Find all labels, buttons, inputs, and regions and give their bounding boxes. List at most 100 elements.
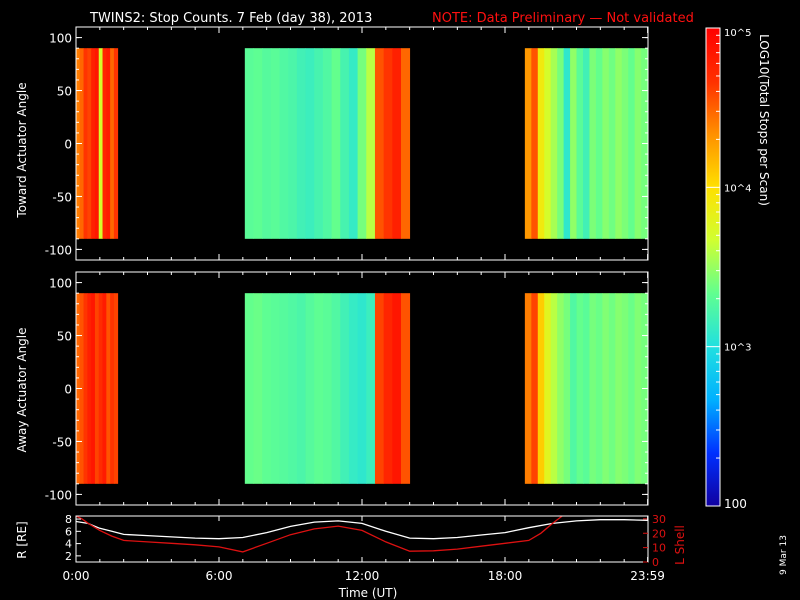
spectrogram-cell <box>331 48 341 239</box>
spectrogram-cell <box>531 293 539 484</box>
spectrogram-cell <box>570 48 577 239</box>
spectrogram-cell <box>621 293 629 484</box>
spectrogram-cell <box>279 48 289 239</box>
spectrogram-cell <box>537 293 545 484</box>
spectrogram-cell <box>550 48 558 239</box>
data-interval <box>76 293 119 484</box>
data-interval <box>76 48 119 239</box>
spectrogram-cell <box>110 48 115 239</box>
spectrogram-cell <box>331 293 341 484</box>
spectrogram-cell <box>531 48 539 239</box>
spectrogram-cell <box>314 293 324 484</box>
spectrogram-cell <box>615 48 623 239</box>
spectrogram-cell <box>357 48 367 239</box>
date-stamp: 9 Mar 13 <box>779 535 789 575</box>
colorbar-tick-label: 100 <box>724 497 747 511</box>
spectrogram-cell <box>87 293 92 484</box>
spectrogram-cell <box>270 293 280 484</box>
colorbar-tick-label: 10^3 <box>724 343 751 354</box>
spectrogram-cell <box>366 293 376 484</box>
spectrogram-cell <box>348 293 359 484</box>
spectrogram-cell <box>253 293 263 484</box>
spectrogram-cell <box>87 48 92 239</box>
spectrogram-cell <box>322 48 332 239</box>
toward-angle-axis-label: Toward Actuator Angle <box>15 82 29 218</box>
spectrogram-cell <box>374 293 385 484</box>
y-right-tick-label: 10 <box>652 542 666 555</box>
data-interval <box>524 293 648 484</box>
spectrogram-cell <box>253 48 263 239</box>
spectrogram-cell <box>305 48 315 239</box>
colorbar-gradient <box>705 27 721 507</box>
spectrogram-cell <box>340 293 350 484</box>
spectrogram-cell <box>348 48 359 239</box>
spectrogram-cell <box>608 293 616 484</box>
spectrogram-cell <box>537 48 545 239</box>
spectrogram-cell <box>98 293 103 484</box>
y-tick-label: 8 <box>65 513 72 526</box>
toward-angle-panel: -100 -50 0 50 100 <box>45 26 649 261</box>
y-tick-label: 0 <box>64 138 72 152</box>
spectrogram-cell <box>91 48 96 239</box>
spectrogram-cell <box>94 293 100 484</box>
spectrogram-cell <box>110 293 115 484</box>
y-tick-label: 50 <box>57 85 72 99</box>
spectrogram-cell <box>279 293 289 484</box>
spectrogram-cell <box>583 293 590 484</box>
spectrogram-cell <box>374 48 385 239</box>
colorbar-tick-label: 10^5 <box>724 28 751 39</box>
spectrogram-cell <box>102 293 107 484</box>
y-right-tick-label: 20 <box>652 527 666 540</box>
spectrogram-cell <box>602 48 610 239</box>
spectrogram-cell <box>557 48 565 239</box>
x-tick-label: 18:00 <box>488 569 523 583</box>
y-tick-label: 4 <box>65 538 72 551</box>
spectrogram-cell <box>634 48 642 239</box>
spectrogram-cell <box>595 293 603 484</box>
spectrogram-cell <box>262 293 272 484</box>
spectrogram-cell <box>102 48 107 239</box>
spectrogram-cell <box>576 48 584 239</box>
spectrogram-cell <box>106 293 111 484</box>
x-tick-label: 6:00 <box>206 569 233 583</box>
y-right-tick-label: 30 <box>652 513 666 526</box>
spectrogram-cell <box>314 48 324 239</box>
spectrogram-cell <box>557 293 565 484</box>
spectrogram-cell <box>98 48 103 239</box>
spectrogram-cell <box>524 293 532 484</box>
spectrogram-cell <box>563 293 571 484</box>
spectrogram-cell <box>244 48 254 239</box>
spectrogram-cell <box>608 48 616 239</box>
spectrogram-cell <box>383 48 393 239</box>
spectrogram-cell <box>262 48 272 239</box>
y-tick-label: 100 <box>49 277 72 291</box>
y-tick-label: -50 <box>52 190 72 204</box>
y-right-tick-label: 0 <box>652 556 659 569</box>
spectrogram-cell <box>94 48 100 239</box>
radius-axis-label: R [RE] <box>15 521 29 558</box>
data-interval <box>524 48 648 239</box>
spectrogram-cell <box>634 293 642 484</box>
spectrogram-cell <box>392 293 402 484</box>
y-tick-label: 50 <box>57 330 72 344</box>
colorbar-axis-label: LOG10(Total Stops per Scan) <box>757 34 771 206</box>
spectrogram-cell <box>628 293 636 484</box>
y-tick-label: -100 <box>45 243 72 257</box>
spectrogram-cell <box>383 293 393 484</box>
spectrogram-cell <box>570 293 577 484</box>
y-tick-label: -100 <box>45 488 72 502</box>
spectrogram-cell <box>595 48 603 239</box>
spectrogram-cell <box>340 48 350 239</box>
spectrogram-cell <box>400 293 411 484</box>
data-interval <box>244 293 411 484</box>
spectrogram-cell <box>83 48 88 239</box>
time-axis-label: Time (UT) <box>338 586 398 600</box>
spectrogram-cell <box>589 293 597 484</box>
radius-series-line <box>76 519 648 540</box>
figure-title: TWINS2: Stop Counts. 7 Feb (day 38), 201… <box>89 11 372 26</box>
spectrogram-cell <box>621 48 629 239</box>
spectrogram-cell <box>400 48 411 239</box>
spectrogram-cell <box>563 48 571 239</box>
